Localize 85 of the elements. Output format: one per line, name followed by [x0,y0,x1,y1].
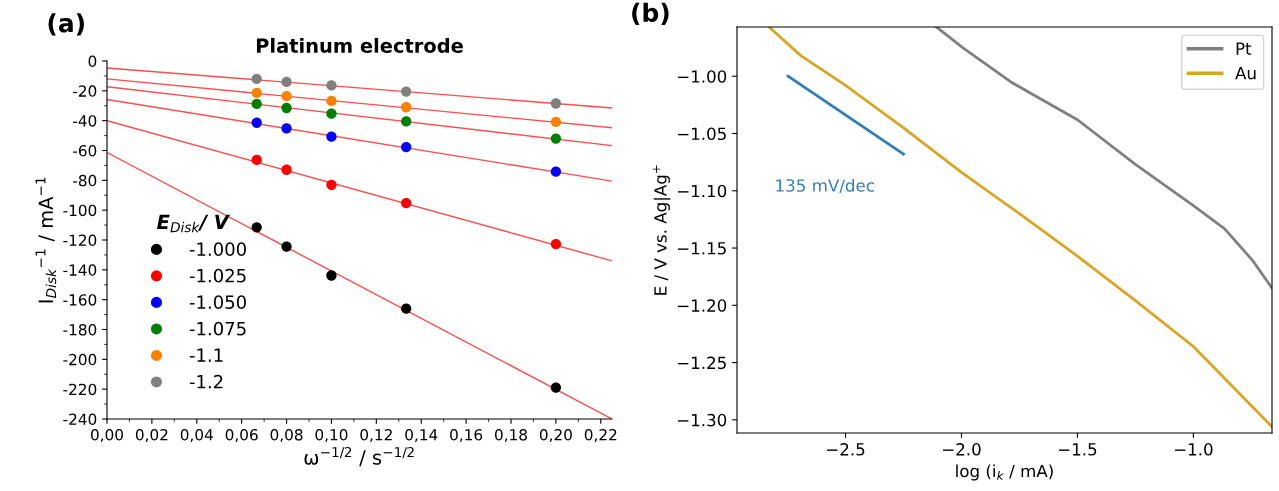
point [550,166,562,177]
point [281,91,292,102]
point [401,102,412,113]
x-tick-label: 0,14 [405,428,438,443]
annotation: 135 mV/dec [776,178,874,194]
x-tick-label: 0,02 [135,428,168,443]
x-tick-label: −1.0 [1174,443,1213,456]
x-tick-label: 0,00 [91,428,123,443]
x-tick-label: 0,18 [495,428,527,443]
point [251,73,262,85]
legend-label: -1.000 [189,242,246,256]
point [326,80,337,91]
legend-label: Au [1235,66,1256,80]
legend-label: -1.025 [189,268,246,283]
point [401,142,412,153]
point [326,270,337,281]
point [251,87,262,99]
legend-label: -1.050 [189,295,246,310]
point [326,95,337,107]
x-tick-label: 0,08 [270,428,303,443]
y-tick-label: -100 [63,204,97,217]
y-tick-label: -120 [63,234,97,247]
y-tick-label: −1.25 [677,356,726,370]
legend-label: Pt [1236,42,1252,55]
y-tick-label: -60 [73,144,97,157]
point [326,179,337,190]
y-tick-label: -160 [63,294,97,306]
x-tick-label: 0,06 [225,428,258,443]
y-tick-label: −1.05 [677,127,726,141]
point [550,98,562,109]
y-axis-title: E / V vs. Ag|Ag$^{+}$ [652,165,671,295]
point [401,198,412,209]
point [251,98,262,110]
line-series [767,27,1272,429]
point [251,154,262,166]
point [281,164,292,175]
y-tick-label: 0 [88,55,97,68]
point [401,303,412,314]
x-tick-label: 0,16 [450,428,483,443]
point [326,131,337,142]
y-tick-label: −1.20 [677,299,727,312]
x-tick-label: −1.5 [1058,443,1097,456]
legend-label: -1.075 [189,321,246,336]
x-axis-title: log (i$_{k}$ / mA) [956,464,1053,481]
y-tick-label: −1.30 [677,413,727,427]
x-tick-label: 0,12 [360,428,392,443]
point [401,116,412,127]
point [550,133,562,144]
point [326,108,337,119]
line-series [935,27,1272,290]
text: (a) [48,13,84,36]
x-tick-label: −2.0 [943,443,981,456]
y-axis-title: I$_{Disk}$$^{−1}$ / mA$^{−1}$ [35,177,57,303]
point [251,222,262,233]
legend-label: -1.2 [189,374,223,389]
point [550,382,562,393]
x-tick-label: −2.5 [827,443,865,456]
y-tick-label: -220 [63,383,97,396]
point [550,116,562,128]
point [251,117,262,128]
y-tick-label: -140 [63,264,97,276]
point [281,123,292,134]
x-tick-label: 0,04 [180,428,213,443]
point [281,241,292,252]
x-tick-label: 0,10 [315,428,348,443]
chart-title: Platinum electrode [256,37,463,53]
y-tick-label: -180 [63,323,97,336]
point [281,102,292,114]
y-tick-label: -80 [73,174,97,187]
y-tick-label: −1.15 [677,242,726,255]
point [550,238,562,250]
point [281,76,292,88]
x-tick-label: 0,22 [584,428,617,443]
legend-title: E$_{Disk}$/ V [157,214,231,233]
legend-label: -1.1 [189,348,223,362]
y-tick-label: −1.00 [677,70,727,83]
y-tick-label: -40 [73,115,97,127]
y-tick-label: -200 [63,353,97,366]
text: (b) [632,2,669,26]
y-tick-label: -20 [73,85,97,97]
x-axis-title: ω$^{−1/2}$ / s$^{−1/2}$ [304,446,414,467]
x-tick-label: 0,20 [539,428,572,443]
point [401,86,412,97]
y-tick-label: -240 [63,413,97,426]
y-tick-label: −1.10 [677,184,727,198]
